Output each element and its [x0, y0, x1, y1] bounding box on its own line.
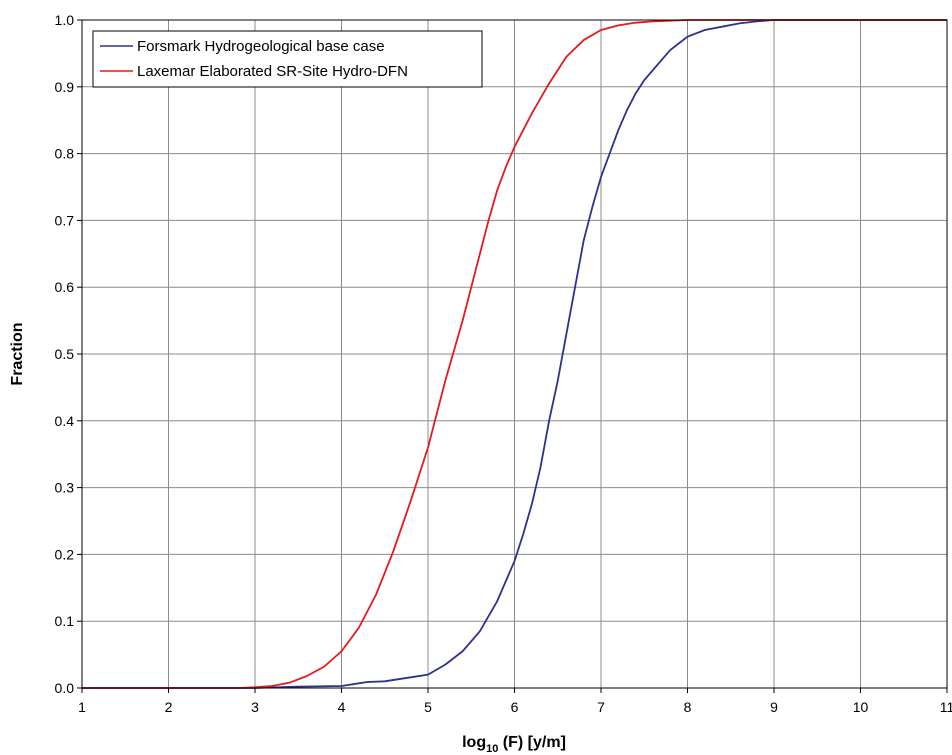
x-tick-label: 1	[78, 699, 86, 715]
y-tick-label: 0.8	[55, 146, 75, 162]
y-tick-label: 0.2	[55, 546, 75, 562]
y-axis-ticks: 0.0 0.1 0.2 0.3 0.4 0.5 0.6 0.7 0.8 0.9 1.0	[55, 12, 82, 696]
x-tick-label: 6	[511, 699, 519, 715]
legend-label-forsmark: Forsmark Hydrogeological base case	[137, 38, 385, 55]
y-tick-label: 0.5	[55, 346, 75, 362]
x-tick-label: 10	[853, 699, 869, 715]
x-tick-label: 9	[770, 699, 778, 715]
x-tick-label: 7	[597, 699, 605, 715]
y-axis-title: Fraction	[9, 322, 26, 385]
y-tick-label: 0.9	[55, 79, 75, 95]
x-tick-label: 11	[940, 699, 952, 715]
y-tick-label: 0.4	[55, 413, 75, 429]
x-tick-label: 8	[684, 699, 692, 715]
y-tick-label: 1.0	[55, 12, 75, 28]
x-tick-label: 3	[251, 699, 259, 715]
y-tick-label: 0.3	[55, 480, 75, 496]
y-tick-label: 0.7	[55, 212, 75, 228]
legend: Forsmark Hydrogeological base case Laxem…	[92, 30, 483, 88]
x-axis-ticks: 1 2 3 4 5 6 7 8 9 10 11	[78, 688, 952, 715]
y-tick-label: 0.1	[55, 613, 75, 629]
y-tick-label: 0.6	[55, 279, 75, 295]
series-line-0	[82, 19, 947, 689]
series-layer	[82, 19, 947, 689]
y-tick-label: 0.0	[55, 680, 75, 696]
x-axis-title: log10 (F) [y/m]	[462, 734, 566, 755]
x-tick-label: 4	[338, 699, 346, 715]
x-tick-label: 2	[165, 699, 173, 715]
legend-box	[92, 30, 483, 88]
series-line-1	[82, 19, 947, 689]
legend-label-laxemar: Laxemar Elaborated SR-Site Hydro-DFN	[137, 63, 408, 80]
x-tick-label: 5	[424, 699, 432, 715]
